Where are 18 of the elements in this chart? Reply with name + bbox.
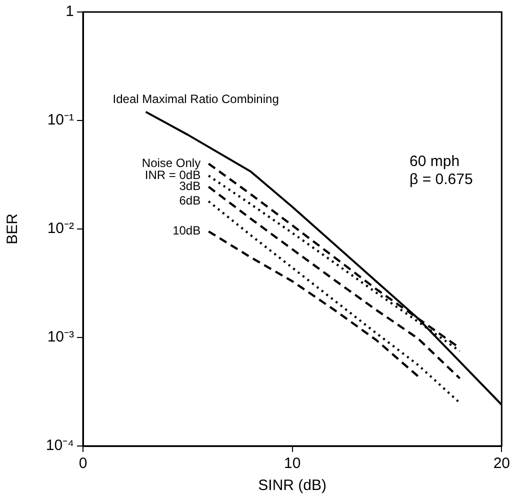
x-tick-label: 10 [284, 455, 301, 472]
series-label: 3dB [179, 179, 201, 194]
annotation: β = 0.675 [410, 170, 473, 188]
y-tick-label: 10⁻⁴ [46, 437, 74, 454]
series-label: Noise Only [142, 156, 201, 170]
series-label: INR = 0dB [144, 168, 201, 182]
y-tick-label: 10⁻¹ [47, 112, 74, 129]
series-label: 6dB [179, 194, 201, 208]
x-axis-title: SINR (dB) [258, 477, 327, 494]
annotation: 60 mph [410, 152, 460, 170]
y-tick-label: 1 [66, 3, 74, 20]
series-label: 10dB [172, 224, 201, 238]
text: Ideal Maximal Ratio Combining [112, 92, 279, 106]
y-tick-label: 10⁻² [47, 220, 74, 238]
x-tick-label: 0 [78, 455, 88, 472]
y-tick-label: 10⁻³ [47, 328, 74, 346]
y-axis-title: BER [4, 213, 22, 244]
x-tick-label: 20 [493, 455, 510, 472]
